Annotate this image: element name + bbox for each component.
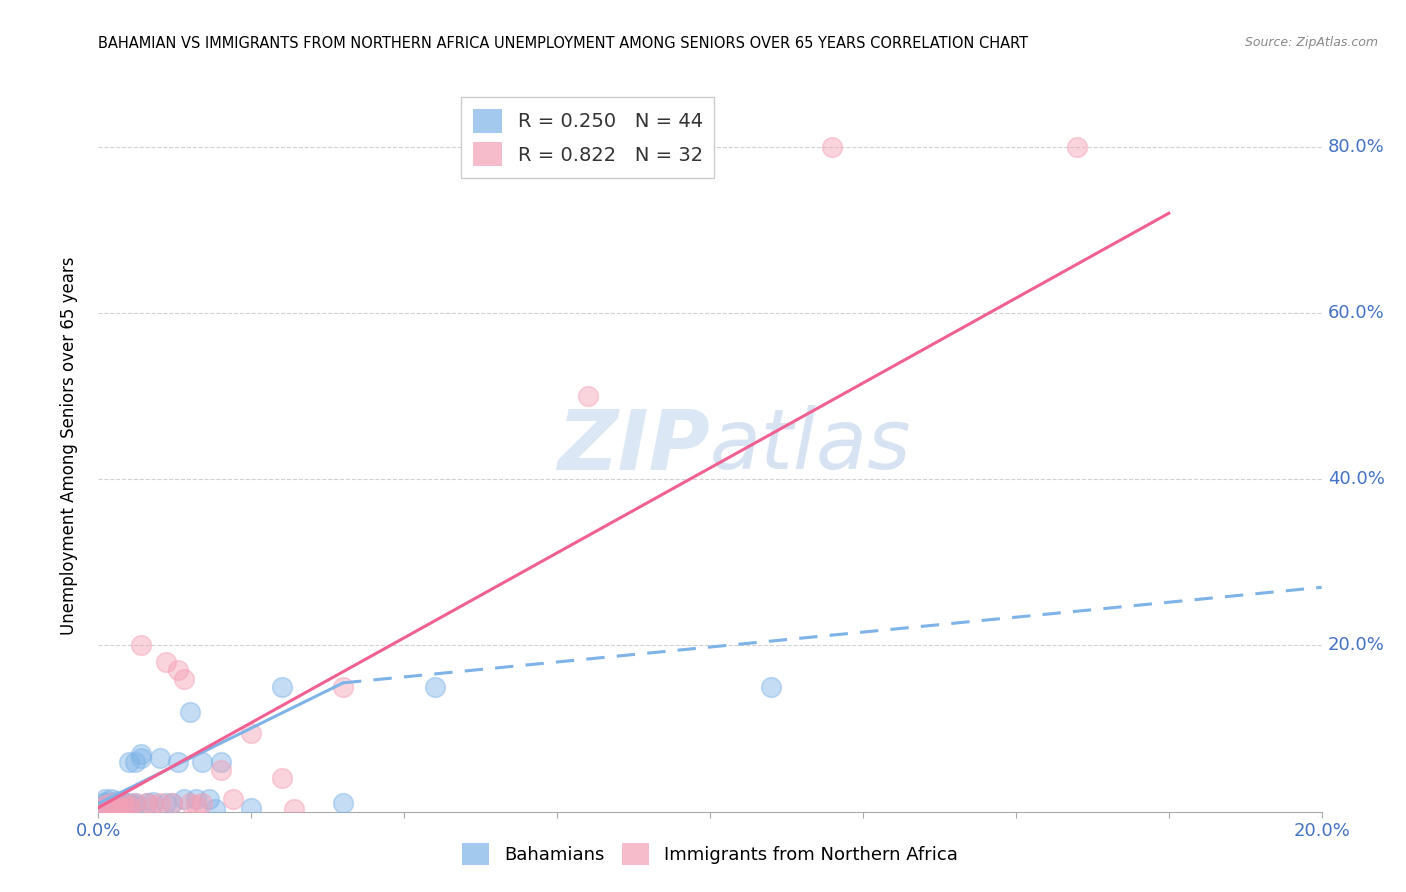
Point [111,795,134,809]
Y-axis label: Unemployment Among Seniors over 65 years: Unemployment Among Seniors over 65 years [59,257,77,635]
Point [136,797,159,811]
Point [105,800,128,814]
Point [209,763,232,777]
Point [100,800,122,814]
Text: 20.0%: 20.0% [1327,637,1385,655]
Point [423,680,446,694]
Point [173,792,195,806]
Point [222,792,245,806]
Point [129,747,152,761]
Point [270,680,292,694]
Point [186,798,208,813]
Point [142,795,165,809]
Point [111,797,134,811]
Point [100,792,122,806]
Point [93,800,115,814]
Point [118,800,141,814]
Point [118,798,141,813]
Point [576,389,599,403]
Point [100,797,122,811]
Point [197,792,219,806]
Point [240,725,263,739]
Point [155,655,177,669]
Point [186,792,208,806]
Point [191,755,214,769]
Point [204,802,226,816]
Point [100,800,122,814]
Point [87,802,110,816]
Point [332,680,354,694]
Point [155,797,177,811]
Point [129,750,152,764]
Point [160,797,183,811]
Point [111,798,134,813]
Point [100,798,122,813]
Point [759,680,782,694]
Point [111,800,134,814]
Point [93,798,115,813]
Text: BAHAMIAN VS IMMIGRANTS FROM NORTHERN AFRICA UNEMPLOYMENT AMONG SENIORS OVER 65 Y: BAHAMIAN VS IMMIGRANTS FROM NORTHERN AFR… [98,36,1029,51]
Point [142,798,165,813]
Point [105,798,128,813]
Point [167,755,190,769]
Point [270,772,292,786]
Point [118,755,141,769]
Legend: Bahamians, Immigrants from Northern Africa: Bahamians, Immigrants from Northern Afri… [456,836,965,872]
Point [124,797,146,811]
Point [1066,140,1088,154]
Point [209,755,232,769]
Point [118,797,141,811]
Point [124,797,146,811]
Point [105,802,128,816]
Point [93,795,115,809]
Point [160,797,183,811]
Point [179,705,201,719]
Text: atlas: atlas [710,406,911,486]
Point [332,797,354,811]
Point [105,794,128,808]
Point [118,798,141,813]
Point [111,800,134,814]
Point [167,664,190,678]
Point [105,798,128,813]
Point [105,797,128,811]
Point [87,800,110,814]
Point [821,140,844,154]
Point [118,800,141,814]
Text: Source: ZipAtlas.com: Source: ZipAtlas.com [1244,36,1378,49]
Text: 60.0%: 60.0% [1327,304,1385,322]
Point [93,792,115,806]
Point [191,797,214,811]
Point [240,800,263,814]
Point [105,802,128,816]
Point [124,798,146,813]
Text: 80.0%: 80.0% [1327,137,1385,156]
Point [136,797,159,811]
Point [179,797,201,811]
Point [111,797,134,811]
Point [283,802,305,816]
Point [93,797,115,811]
Text: 40.0%: 40.0% [1327,470,1385,488]
Point [129,639,152,653]
Point [100,797,122,811]
Text: ZIP: ZIP [557,406,710,486]
Point [124,755,146,769]
Point [149,797,172,811]
Point [149,750,172,764]
Point [173,672,195,686]
